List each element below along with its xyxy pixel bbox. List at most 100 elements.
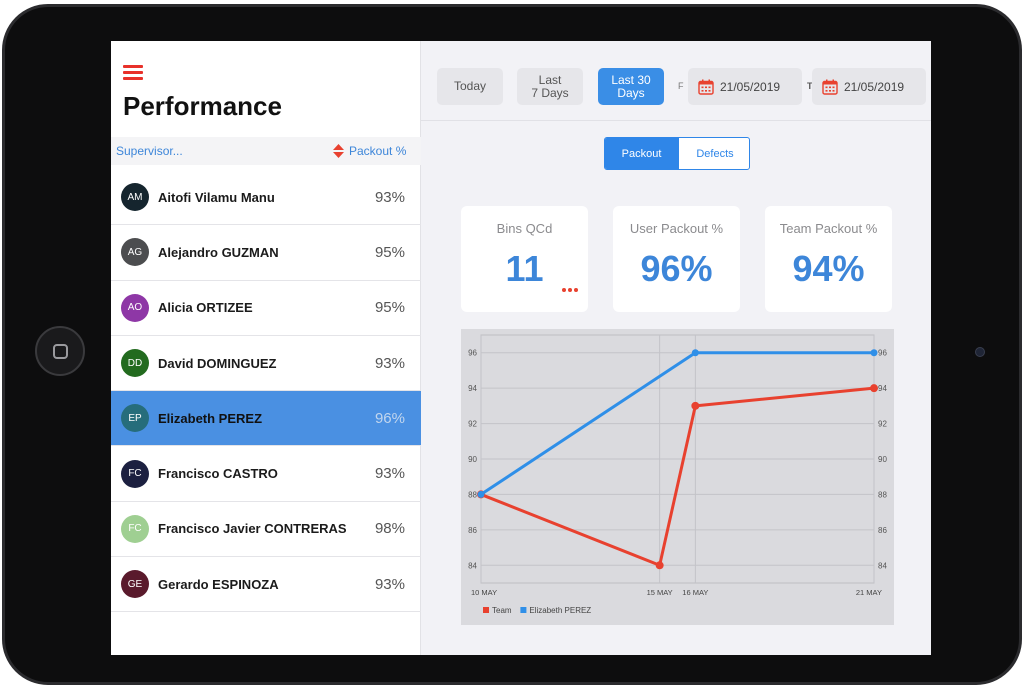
data-point bbox=[870, 384, 878, 393]
y-tick-label-right: 94 bbox=[878, 384, 887, 393]
supervisor-name: David DOMINGUEZ bbox=[158, 355, 277, 371]
bins-qcd-card: Bins QCd 11 bbox=[461, 206, 588, 312]
packout-line-chart: 84 84 86 86 88 88 90 90 92 92 94 94 96 96 10 MAY 15 MAY… bbox=[461, 329, 894, 625]
home-square-icon bbox=[53, 344, 68, 359]
more-options-icon[interactable] bbox=[561, 286, 579, 294]
supervisor-sort-header[interactable]: Supervisor... bbox=[116, 144, 183, 158]
last-7-label-line2: 7 Days bbox=[531, 85, 569, 100]
to-date-picker[interactable]: 21/05/2019 bbox=[812, 68, 926, 105]
legend-label: Elizabeth PEREZ bbox=[529, 606, 591, 615]
list-item[interactable]: AO Alicia ORTIZEE 95% bbox=[111, 281, 421, 336]
packout-percent: 93% bbox=[374, 354, 405, 372]
x-tick-label: 10 MAY bbox=[471, 588, 497, 597]
x-tick-label: 15 MAY bbox=[647, 588, 673, 597]
sort-icon[interactable] bbox=[333, 144, 344, 158]
calendar-icon bbox=[698, 79, 714, 95]
card-value: 94% bbox=[792, 248, 865, 289]
avatar: FC bbox=[121, 459, 149, 488]
last-30-days-button[interactable]: Last 30 Days bbox=[598, 68, 664, 105]
y-tick-label-left: 86 bbox=[468, 526, 477, 535]
last-30-label-line1: Last 30 bbox=[611, 72, 651, 87]
supervisor-name: Alicia ORTIZEE bbox=[158, 300, 253, 316]
legend-swatch bbox=[520, 607, 527, 613]
avatar: DD bbox=[121, 349, 149, 378]
packout-chart: 84 84 86 86 88 88 90 90 92 92 94 94 96 96 10 MAY 15 MAY… bbox=[461, 329, 894, 625]
y-tick-label-right: 96 bbox=[878, 349, 887, 358]
supervisor-name: Francisco CASTRO bbox=[158, 466, 278, 482]
avatar: EP bbox=[121, 404, 149, 433]
y-tick-label-left: 92 bbox=[468, 420, 477, 429]
legend-label: Team bbox=[492, 606, 512, 615]
from-label: F bbox=[678, 81, 684, 91]
tab-packout[interactable]: Packout bbox=[605, 138, 678, 169]
x-tick-label: 16 MAY bbox=[682, 588, 708, 597]
avatar: GE bbox=[121, 570, 149, 599]
list-item[interactable]: FC Francisco Javier CONTRERAS 98% bbox=[111, 502, 421, 558]
y-tick-label-right: 90 bbox=[878, 455, 887, 464]
last-7-days-button[interactable]: Last 7 Days bbox=[517, 68, 583, 105]
packout-percent: 98% bbox=[374, 520, 405, 538]
y-tick-label-right: 84 bbox=[878, 561, 887, 570]
data-point bbox=[655, 561, 664, 570]
team-packout-card: Team Packout % 94% bbox=[765, 206, 892, 312]
packout-sort-header[interactable]: Packout % bbox=[349, 144, 407, 158]
supervisor-list: AM Aitofi Vilamu Manu 93% AG Alejandro GUZMA… bbox=[111, 170, 421, 613]
card-label: Bins QCd bbox=[496, 221, 553, 236]
date-filter-bar: Today Last 7 Days Last 30 Days F 21/05/201… bbox=[421, 41, 931, 121]
card-label: Team Packout % bbox=[779, 221, 878, 236]
series-line-team bbox=[480, 386, 875, 567]
last-7-label-line1: Last bbox=[538, 72, 562, 87]
avatar: AM bbox=[121, 183, 149, 212]
packout-percent: 93% bbox=[374, 188, 405, 206]
data-point bbox=[691, 401, 700, 410]
card-value: 96% bbox=[640, 248, 713, 289]
y-tick-label-left: 90 bbox=[468, 455, 477, 464]
y-tick-label-left: 96 bbox=[468, 349, 477, 358]
list-item[interactable]: GE Gerardo ESPINOZA 93% bbox=[111, 557, 421, 613]
home-button[interactable] bbox=[35, 326, 85, 376]
supervisor-name: Francisco Javier CONTRERAS bbox=[158, 521, 347, 537]
list-item[interactable]: AM Aitofi Vilamu Manu 93% bbox=[111, 170, 421, 226]
packout-percent: 95% bbox=[374, 299, 405, 317]
y-tick-label-right: 92 bbox=[878, 420, 887, 429]
card-label: User Packout % bbox=[629, 221, 724, 236]
packout-percent: 95% bbox=[374, 243, 405, 261]
from-date-picker[interactable]: 21/05/2019 bbox=[688, 68, 802, 105]
user-packout-card: User Packout % 96% bbox=[613, 206, 740, 312]
avatar: AG bbox=[121, 238, 149, 267]
y-tick-label-right: 86 bbox=[878, 526, 887, 535]
from-date-value: 21/05/2019 bbox=[720, 79, 781, 94]
data-point bbox=[477, 490, 485, 498]
data-point bbox=[691, 349, 699, 357]
app-screen: Performance Supervisor... Packout % AM Ai… bbox=[111, 41, 931, 655]
packout-percent: 96% bbox=[374, 409, 405, 427]
to-date-value: 21/05/2019 bbox=[844, 79, 905, 94]
supervisor-name: Aitofi Vilamu Manu bbox=[158, 189, 275, 205]
tab-defects[interactable]: Defects bbox=[678, 138, 749, 169]
avatar: AO bbox=[121, 293, 149, 322]
data-point bbox=[870, 349, 878, 357]
list-item[interactable]: FC Francisco CASTRO 93% bbox=[111, 446, 421, 502]
metric-segmented-control: Packout Defects bbox=[604, 137, 750, 170]
packout-percent: 93% bbox=[374, 465, 405, 483]
avatar: FC bbox=[121, 514, 149, 543]
packout-percent: 93% bbox=[374, 575, 405, 593]
list-item[interactable]: EP Elizabeth PEREZ 96% bbox=[111, 391, 421, 447]
today-button[interactable]: Today bbox=[437, 68, 503, 105]
list-item[interactable]: AG Alejandro GUZMAN 95% bbox=[111, 225, 421, 281]
x-tick-label: 21 MAY bbox=[856, 588, 882, 597]
last-30-label-line2: Days bbox=[617, 85, 645, 100]
y-tick-label-left: 88 bbox=[468, 490, 477, 499]
supervisor-name: Alejandro GUZMAN bbox=[158, 244, 279, 260]
legend-swatch bbox=[483, 607, 489, 613]
list-header: Supervisor... Packout % bbox=[111, 137, 421, 165]
card-value: 11 bbox=[505, 248, 544, 289]
supervisor-name: Gerardo ESPINOZA bbox=[158, 576, 279, 592]
calendar-icon bbox=[822, 79, 838, 95]
list-item[interactable]: DD David DOMINGUEZ 93% bbox=[111, 336, 421, 392]
supervisor-name: Elizabeth PEREZ bbox=[158, 410, 263, 426]
y-tick-label-left: 84 bbox=[468, 561, 477, 570]
hamburger-menu-icon[interactable] bbox=[123, 65, 143, 80]
y-tick-label-left: 94 bbox=[468, 384, 477, 393]
y-tick-label-right: 88 bbox=[878, 490, 887, 499]
